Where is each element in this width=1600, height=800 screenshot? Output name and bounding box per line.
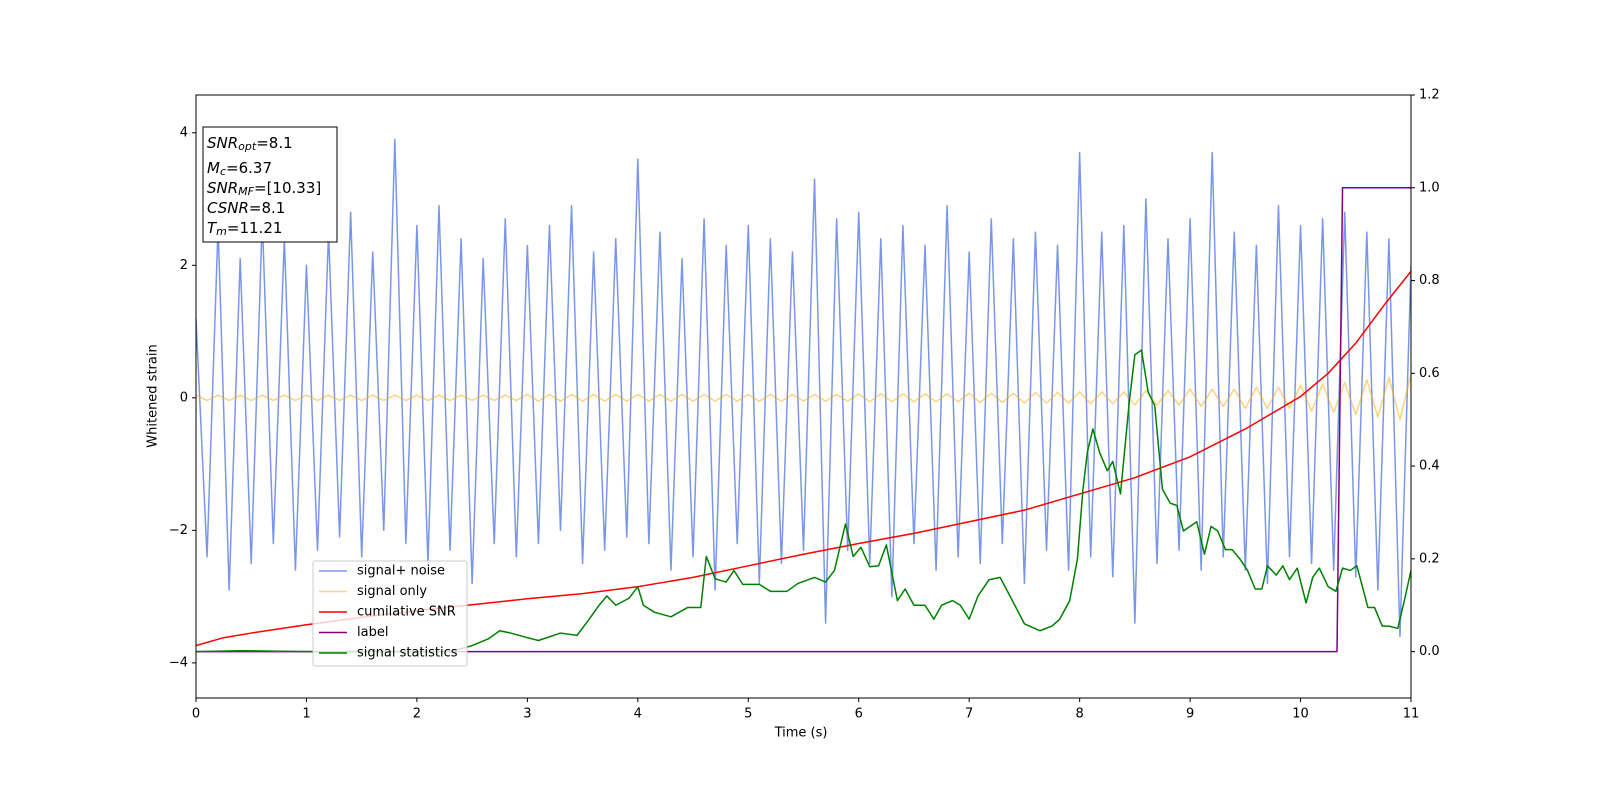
x-tick-label: 9: [1186, 707, 1194, 722]
series-line: [196, 187, 1411, 653]
y2-tick-label: 0.6: [1419, 366, 1440, 381]
x-axis-label: Time (s): [774, 726, 828, 741]
x-tick-label: 8: [1075, 707, 1083, 722]
annotation-text: =11.21: [227, 219, 283, 237]
y-tick-label: −4: [169, 655, 188, 670]
annotation: SNRopt=8.1: [207, 134, 293, 154]
annotation-subscript: MF: [238, 185, 254, 198]
x-tick-label: 3: [523, 707, 531, 722]
x-tick-label: 1: [302, 707, 310, 722]
annotation-symbol: T: [207, 219, 218, 237]
x-tick-label: 0: [192, 707, 200, 722]
y2-tick-label: 0.0: [1419, 644, 1440, 659]
y2-tick-label: 0.2: [1419, 551, 1440, 566]
legend-label: signal only: [357, 584, 427, 599]
y2-tick-label: 0.4: [1419, 459, 1440, 474]
annotation-frame: [202, 126, 338, 243]
annotation-symbol: M: [207, 159, 220, 177]
y-tick-label: −2: [169, 523, 188, 538]
annotation-symbol: SNR: [207, 134, 238, 152]
y-tick-label: 2: [180, 258, 188, 273]
legend-label: signal statistics: [357, 646, 458, 661]
annotation-box: SNRopt=8.1Mc=6.37SNRMF=[10.33]CSNR=8.1Tm…: [202, 126, 338, 243]
annotation-symbol: CSNR: [207, 199, 249, 217]
series-line: [196, 374, 1411, 421]
annotation-text: =6.37: [226, 159, 272, 177]
y2-tick-label: 1.2: [1419, 88, 1440, 103]
annotation-symbol: SNR: [207, 179, 238, 197]
annotation-subscript: opt: [238, 140, 257, 153]
series-line: [196, 349, 1411, 653]
series-line: [196, 138, 1411, 638]
x-tick-label: 11: [1403, 707, 1420, 722]
y-tick-label: 4: [180, 125, 188, 140]
annotation: Tm=11.21: [207, 219, 282, 239]
annotation-text: =[10.33]: [254, 179, 321, 197]
legend-box: [312, 560, 468, 667]
annotation-text: =8.1: [256, 134, 292, 152]
y2-tick-label: 1.0: [1419, 180, 1440, 195]
legend-label: label: [357, 625, 388, 640]
x-tick-label: 6: [855, 707, 863, 722]
x-tick-label: 5: [744, 707, 752, 722]
x-tick-label: 7: [965, 707, 973, 722]
legend-label: signal+ noise: [357, 564, 445, 579]
annotation: SNRMF=[10.33]: [207, 179, 321, 199]
annotation-subscript: c: [220, 165, 226, 178]
y-tick-label: 0: [180, 390, 188, 405]
annotation: CSNR=8.1: [207, 199, 285, 217]
x-tick-label: 2: [413, 707, 421, 722]
x-tick-label: 10: [1292, 707, 1309, 722]
axes-frame: [195, 94, 1412, 699]
y-axis-label: Whitened strain: [146, 344, 161, 447]
annotation: Mc=6.37: [207, 159, 272, 179]
annotation-subscript: m: [216, 225, 227, 238]
legend: signal+ noise signal only cumilative SNR la…: [312, 560, 468, 667]
annotation-text: =8.1: [249, 199, 285, 217]
x-tick-label: 4: [634, 707, 642, 722]
legend-label: cumilative SNR: [357, 605, 456, 620]
y2-tick-label: 0.8: [1419, 273, 1440, 288]
